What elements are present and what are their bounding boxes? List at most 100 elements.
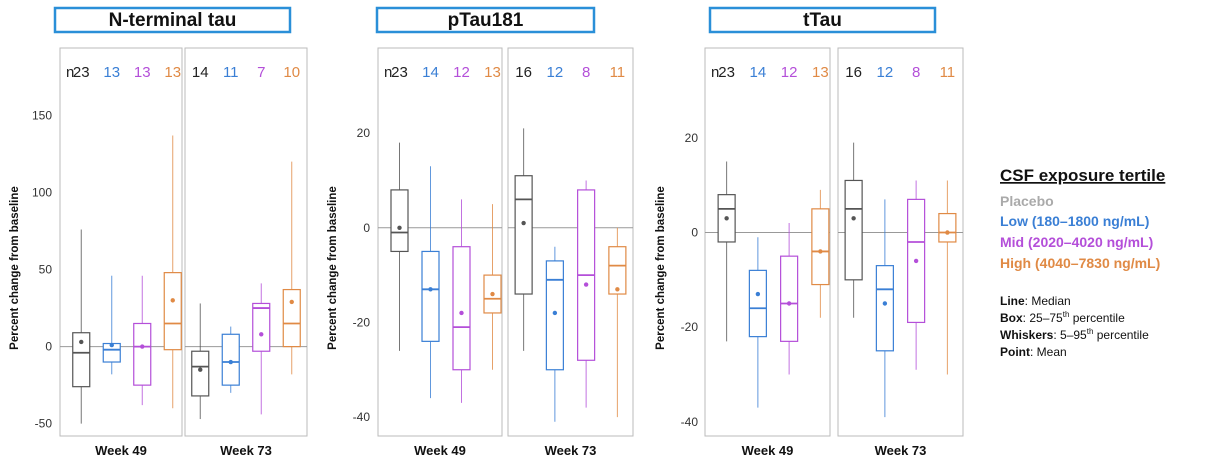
panel-1-facet-0-mean-1 bbox=[428, 287, 433, 292]
legend-item-low: Low (180–1800 ng/mL) bbox=[1000, 213, 1149, 229]
panel-1-ylabel: Percent change from baseline bbox=[327, 186, 339, 350]
panel-1-facet-1-xlabel: Week 73 bbox=[545, 443, 597, 458]
panel-0-ytick-1: 0 bbox=[45, 340, 52, 354]
panel-0-facet-1-box-2 bbox=[252, 302, 271, 352]
panel-2-facet-1-box-0 bbox=[844, 179, 863, 281]
legend-note-line: Line: Median bbox=[1000, 294, 1071, 308]
legend-note-box: Box: 25–75th percentile bbox=[1000, 310, 1125, 325]
panel-0-facet-1-mean-0 bbox=[198, 367, 203, 372]
panel-2-facet-0-n-0: 23 bbox=[718, 64, 735, 81]
panel-1-facet-1-n-1: 12 bbox=[547, 64, 564, 81]
panel-0-facet-1-box-1 bbox=[221, 333, 240, 386]
panel-1-n-label: n bbox=[384, 64, 392, 81]
panel-2-ytick-2: 0 bbox=[691, 226, 698, 240]
panel-2-facet-1-n-2: 8 bbox=[912, 64, 920, 81]
panel-0-facet-0-mean-0 bbox=[79, 339, 84, 345]
panel-0-facet-0-box-0 bbox=[72, 332, 91, 388]
panel-1-ytick-2: 0 bbox=[363, 221, 370, 235]
panel-0-facet-0-mean-2 bbox=[140, 344, 145, 349]
panel-2-facet-0-n-3: 13 bbox=[812, 64, 829, 81]
panel-2-ytick-1: -20 bbox=[681, 320, 699, 334]
panel-0-n-label: n bbox=[66, 64, 74, 81]
panel-2-ytick-3: 20 bbox=[685, 131, 699, 145]
panel-0-facet-0-n-1: 13 bbox=[103, 64, 120, 81]
panel-2-facet-1-mean-2 bbox=[913, 258, 919, 264]
panel-2-facet-1-mean-0 bbox=[851, 216, 856, 221]
panel-0-facet-0-mean-1 bbox=[109, 342, 114, 348]
legend-item-placebo: Placebo bbox=[1000, 193, 1054, 209]
panel-1-title: pTau181 bbox=[448, 10, 524, 31]
panel-0-facet-1-mean-2 bbox=[259, 332, 264, 337]
panel-1-facet-0-n-1: 14 bbox=[422, 64, 439, 81]
panel-0-facet-0-n-0: 23 bbox=[73, 64, 90, 81]
panel-1-facet-1-n-0: 16 bbox=[515, 64, 532, 81]
panel-0-facet-0-n-2: 13 bbox=[134, 64, 151, 81]
panel-0-facet-1-mean-1 bbox=[228, 359, 233, 365]
panel-0-facet-1-xlabel: Week 73 bbox=[220, 443, 272, 458]
panel-2-facet-1-mean-3 bbox=[945, 230, 950, 235]
panel-0-title-box bbox=[53, 6, 292, 34]
panel-0-facet-1-n-2: 7 bbox=[257, 64, 265, 81]
panel-2-title-box bbox=[708, 6, 937, 34]
panel-2-facet-1-n-1: 12 bbox=[877, 64, 894, 81]
legend-note-whiskers: Whiskers: 5–95th percentile bbox=[1000, 327, 1149, 342]
panel-1-facet-0-n-0: 23 bbox=[391, 64, 408, 81]
panel-2-facet-0-box-3 bbox=[811, 208, 830, 286]
panel-1-facet-1-box-0 bbox=[514, 175, 533, 295]
panel-0-facet-0-n-3: 13 bbox=[164, 64, 181, 81]
panel-1-facet-1-mean-2 bbox=[583, 282, 589, 287]
panel-0: N-terminal tau Percent change from baseli… bbox=[9, 6, 308, 458]
panel-2-facet-0-box-2 bbox=[780, 255, 799, 342]
panel-0-facet-1-n-1: 11 bbox=[223, 64, 239, 81]
panel-2-ylabel: Percent change from baseline bbox=[655, 186, 667, 350]
panel-0-facet-1-mean-3 bbox=[289, 299, 294, 305]
panel-0-facet-1-n-3: 10 bbox=[283, 64, 300, 81]
panel-1-facet-1-n-2: 8 bbox=[582, 64, 590, 81]
panel-1-facet-0-n-2: 12 bbox=[453, 64, 470, 81]
panel-2-facet-0-mean-2 bbox=[786, 301, 792, 306]
panel-2-facet-1-box-3 bbox=[938, 212, 957, 243]
panel-0-ytick-3: 100 bbox=[32, 185, 52, 199]
panel-2-facet-0-n-1: 14 bbox=[750, 64, 767, 81]
panel-1-facet-1-mean-3 bbox=[615, 287, 620, 292]
panel-2-facet-0-xlabel: Week 49 bbox=[742, 443, 794, 458]
panel-1-facet-1-box-3 bbox=[608, 246, 627, 295]
panel-1-facet-0-mean-2 bbox=[459, 310, 464, 316]
panel-0-ytick-0: -50 bbox=[35, 417, 53, 431]
panel-2-facet-0-mean-3 bbox=[818, 249, 823, 254]
panel-1-facet-0-box-0 bbox=[390, 189, 409, 253]
legend-note-point: Point: Mean bbox=[1000, 345, 1067, 359]
panel-2-facet-1-mean-1 bbox=[882, 301, 888, 306]
panel-2-facet-0-n-2: 12 bbox=[781, 64, 798, 81]
panel-0-ytick-2: 50 bbox=[39, 263, 53, 277]
panel-0-ytick-4: 150 bbox=[32, 108, 52, 122]
panel-1-facet-1-box-1 bbox=[545, 260, 564, 371]
panel-0-title: N-terminal tau bbox=[109, 10, 237, 31]
panel-1-facet-0-mean-3 bbox=[490, 291, 495, 297]
panel-1-facet-0-box-1 bbox=[421, 250, 440, 342]
panel-0-facet-0-box-2 bbox=[133, 322, 152, 386]
panel-0-facet-1-box-3 bbox=[282, 288, 301, 348]
panel-1-facet-1-n-3: 11 bbox=[610, 64, 626, 81]
panel-1-ytick-3: 20 bbox=[357, 126, 371, 140]
panel-1-facet-1-mean-0 bbox=[521, 220, 526, 226]
panel-1-facet-0-xlabel: Week 49 bbox=[414, 443, 466, 458]
panel-1-facet-0-mean-0 bbox=[397, 225, 402, 230]
panel-2-title: tTau bbox=[803, 10, 842, 31]
panel-1-ytick-1: -20 bbox=[353, 315, 371, 329]
panel-2-n-label: n bbox=[711, 64, 719, 81]
panel-2-facet-0-mean-1 bbox=[755, 291, 761, 297]
panel-1-facet-0-box-2 bbox=[452, 246, 471, 371]
panel-2-facet-1-n-0: 16 bbox=[845, 64, 862, 81]
legend-title: CSF exposure tertile bbox=[1000, 166, 1165, 185]
panel-2-facet-1-xlabel: Week 73 bbox=[875, 443, 927, 458]
panel-1-ytick-0: -40 bbox=[353, 410, 371, 424]
panel-1-facet-1-mean-1 bbox=[552, 310, 558, 316]
legend: CSF exposure tertile Placebo Low (180–18… bbox=[1000, 166, 1165, 359]
panel-0-facet-0-mean-3 bbox=[170, 298, 175, 303]
panel-0-facet-0-xlabel: Week 49 bbox=[95, 443, 147, 458]
panel-2: tTau Percent change from baseline -40 -20 0 2… bbox=[655, 6, 964, 458]
legend-item-high: High (4040–7830 ng/mL) bbox=[1000, 255, 1160, 271]
panel-1: pTau181 Percent change from baseline -40 -2… bbox=[327, 6, 634, 458]
